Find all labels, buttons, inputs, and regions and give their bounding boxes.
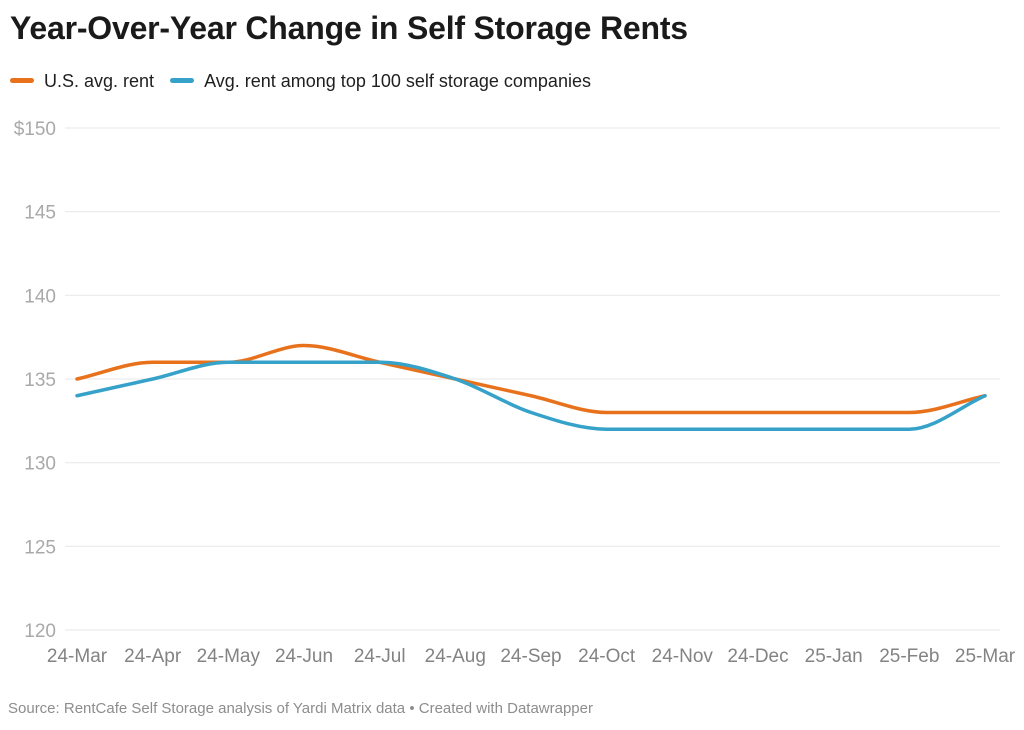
series-line-avg-rent-among-top-100-self-storage-companies (75, 360, 987, 431)
legend-item-label: Avg. rent among top 100 self storage com… (204, 70, 591, 91)
y-tick-label: 125 (24, 537, 56, 558)
x-tick-label: 24-Mar (47, 646, 108, 667)
y-tick-label: $150 (14, 119, 56, 140)
y-tick-label: 140 (24, 286, 56, 307)
chart-header: Year-Over-Year Change in Self Storage Re… (0, 0, 1024, 92)
y-tick-label: 135 (24, 370, 56, 391)
x-tick-label: 24-Jun (275, 646, 333, 667)
line-chart-plot: $150 145 140 135 130 125 120 24-Mar 24-Apr 24-May… (14, 119, 1016, 667)
y-tick-label: 120 (24, 621, 56, 642)
y-tick-label: 145 (24, 202, 56, 223)
legend-item-label: U.S. avg. rent (44, 70, 155, 91)
legend-line-swatch-icon (10, 78, 34, 84)
x-tick-label: 25-Mar (955, 646, 1016, 667)
x-tick-label: 25-Feb (879, 646, 939, 667)
legend-item: U.S. avg. rent (10, 70, 154, 92)
legend: U.S. avg. rent Avg. rent among top 100 se… (10, 70, 1014, 92)
x-tick-label: 24-Sep (500, 646, 561, 667)
legend-item: Avg. rent among top 100 self storage com… (170, 70, 591, 92)
x-tick-label: 24-May (197, 646, 261, 667)
x-tick-label: 24-Nov (652, 646, 714, 667)
x-tick-label: 25-Jan (805, 646, 863, 667)
x-tick-label: 24-Apr (124, 646, 182, 667)
source-attribution: Source: RentCafe Self Storage analysis o… (8, 699, 593, 717)
chart-footer: Source: RentCafe Self Storage analysis o… (0, 675, 1024, 719)
x-tick-label: 24-Aug (425, 646, 486, 667)
y-tick-label: 130 (24, 453, 56, 474)
x-tick-label: 24-Jul (354, 646, 406, 667)
chart-title: Year-Over-Year Change in Self Storage Re… (10, 10, 688, 46)
legend-line-swatch-icon (170, 78, 195, 84)
x-tick-label: 24-Dec (727, 646, 788, 667)
x-tick-label: 24-Oct (578, 646, 636, 667)
